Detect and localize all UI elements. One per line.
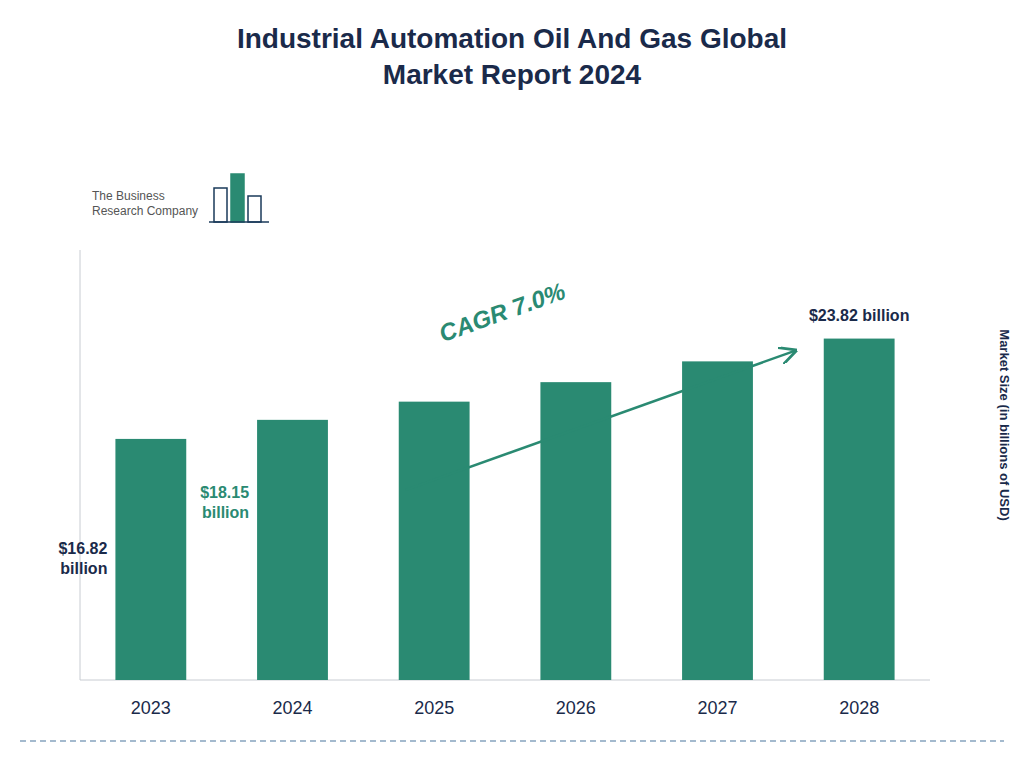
cagr-arrow xyxy=(406,351,796,490)
chart-svg: Industrial Automation Oil And Gas Global… xyxy=(0,0,1024,768)
bar xyxy=(115,439,186,680)
x-tick-label: 2024 xyxy=(272,698,312,718)
y-axis-line xyxy=(80,250,81,680)
cagr-label: CAGR 7.0% xyxy=(435,277,568,347)
bar xyxy=(257,420,328,680)
bars xyxy=(115,339,894,680)
bar xyxy=(824,339,895,680)
logo-icon xyxy=(209,174,269,222)
logo-text: The BusinessResearch Company xyxy=(92,189,198,218)
x-tick-label: 2027 xyxy=(697,698,737,718)
x-tick-label: 2025 xyxy=(414,698,454,718)
bar xyxy=(399,402,470,680)
annotation: $23.82 billion xyxy=(809,307,909,324)
x-tick-label: 2023 xyxy=(131,698,171,718)
x-axis-line xyxy=(80,680,930,681)
x-tick-label: 2028 xyxy=(839,698,879,718)
logo-bar xyxy=(214,188,227,222)
bottom-border xyxy=(20,740,1004,742)
bar xyxy=(540,382,611,680)
annotation: $16.82billion xyxy=(58,540,107,577)
title: Industrial Automation Oil And Gas Global… xyxy=(237,23,787,90)
bar xyxy=(682,361,753,680)
chart-container: Industrial Automation Oil And Gas Global… xyxy=(0,0,1024,768)
x-tick-label: 2026 xyxy=(556,698,596,718)
logo-bar xyxy=(231,174,244,222)
annotation: $18.15billion xyxy=(200,484,249,521)
logo-baseline xyxy=(209,221,269,223)
logo-bar xyxy=(248,196,261,222)
y-axis-label: Market Size (in billions of USD) xyxy=(997,329,1012,520)
